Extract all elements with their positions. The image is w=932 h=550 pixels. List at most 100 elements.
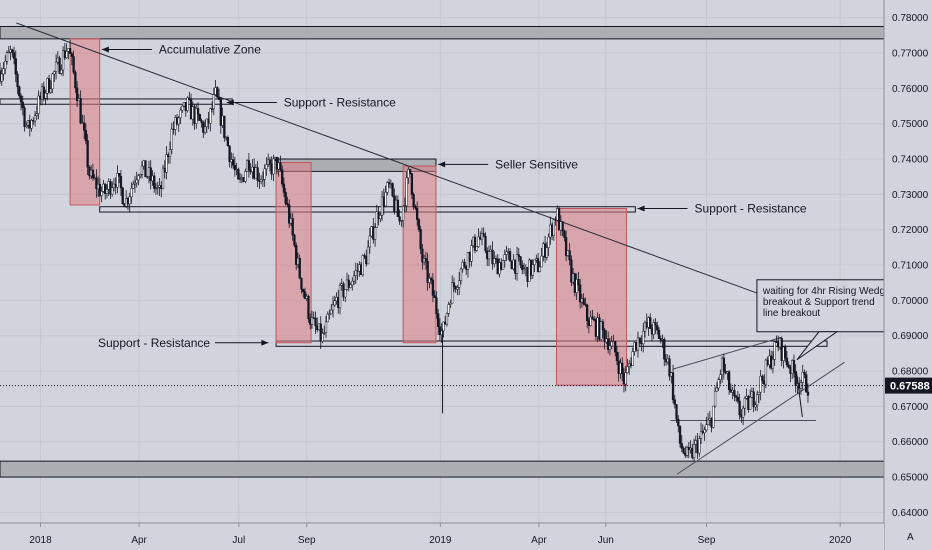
- candle-body: [396, 199, 400, 217]
- candle-body: [671, 372, 675, 401]
- candle-body: [219, 99, 222, 126]
- annotation-arrow-head: [637, 205, 645, 212]
- candle-body: [295, 245, 298, 265]
- candle-body: [698, 438, 701, 454]
- candle-body: [44, 92, 47, 99]
- corner-auto-label[interactable]: A: [907, 532, 914, 543]
- candle-body: [435, 297, 438, 314]
- annotation-label: Support - Resistance: [98, 336, 210, 350]
- candle-body: [130, 188, 133, 198]
- candle-body: [104, 183, 107, 194]
- candle-body: [519, 256, 522, 266]
- candle-body: [53, 71, 56, 75]
- candle-body: [445, 313, 449, 325]
- candle-body: [715, 387, 718, 392]
- candle-body: [330, 309, 333, 315]
- candle-body: [493, 258, 496, 265]
- candle-body: [449, 302, 452, 305]
- annotation-arrow-head: [226, 99, 234, 106]
- candle-body: [561, 221, 564, 232]
- candle-body: [168, 149, 172, 157]
- candle-body: [21, 101, 24, 109]
- candle-body: [771, 359, 775, 369]
- x-tick-label: 2018: [29, 535, 52, 546]
- candle-body: [412, 194, 415, 207]
- x-tick-label: Jun: [598, 535, 614, 546]
- candle-body: [284, 192, 287, 204]
- candle-body: [607, 338, 610, 350]
- candle-body: [209, 108, 212, 124]
- candle-body: [86, 140, 89, 168]
- candle-body: [505, 251, 508, 255]
- candle-body: [787, 364, 790, 368]
- candle-body: [286, 203, 289, 205]
- candle-body: [5, 52, 9, 62]
- candle-body: [414, 206, 417, 209]
- candle-body: [363, 255, 366, 257]
- y-axis: 0.78000 0.77000 0.76000 0.75000 0.74000 0.730…: [883, 0, 932, 550]
- candle-body: [188, 97, 191, 100]
- candle-body: [144, 160, 147, 178]
- candle-body: [458, 280, 461, 288]
- candle-body: [415, 207, 419, 220]
- candle-body: [792, 360, 796, 373]
- candle-body: [398, 216, 401, 222]
- candle-body: [761, 375, 764, 381]
- candle-body: [773, 341, 776, 360]
- candle-body: [0, 73, 3, 82]
- candle-body: [663, 339, 666, 360]
- candle-body: [430, 277, 433, 281]
- zone-rect: [275, 340, 828, 347]
- candle-body: [614, 340, 617, 353]
- candle-body: [2, 68, 5, 75]
- candle-body: [756, 394, 759, 406]
- note-box: [756, 279, 906, 333]
- candle-body: [373, 227, 377, 240]
- candle-body: [149, 167, 152, 182]
- candle-body: [7, 51, 10, 54]
- candle-body: [58, 57, 61, 74]
- y-tick-label: 0.77000: [892, 49, 929, 60]
- candle-body: [25, 125, 28, 127]
- candle-body: [288, 204, 291, 224]
- candle-body: [319, 323, 322, 342]
- candle-body: [713, 390, 717, 407]
- candle-body: [522, 268, 526, 270]
- candle-body: [281, 169, 284, 185]
- candle-body: [146, 176, 149, 178]
- candle-body: [563, 230, 566, 238]
- candle-body: [784, 346, 787, 359]
- candle-body: [179, 109, 182, 119]
- candle-body: [582, 298, 585, 305]
- candle-body: [673, 399, 676, 405]
- candle-body: [538, 266, 541, 272]
- candle-body: [545, 247, 548, 258]
- candle-body: [60, 69, 63, 74]
- candle-body: [568, 250, 571, 261]
- candle-body: [326, 313, 329, 323]
- candle-body: [649, 317, 652, 329]
- candle-body: [302, 289, 305, 293]
- candle-body: [195, 108, 198, 124]
- candle-body: [139, 174, 142, 177]
- candle-body: [536, 258, 540, 272]
- candle-body: [91, 169, 95, 179]
- candle-body: [256, 167, 259, 181]
- candle-body: [19, 95, 23, 103]
- candle-body: [806, 391, 810, 396]
- candle-body: [752, 391, 755, 408]
- candle-body: [626, 366, 629, 373]
- drop-boxes: [69, 38, 628, 386]
- candle-body: [801, 372, 804, 383]
- candle-body: [680, 443, 683, 449]
- candle-body: [421, 248, 424, 263]
- candle-body: [135, 179, 138, 184]
- candle-body: [156, 187, 159, 189]
- candle-body: [384, 191, 387, 207]
- candle-body: [37, 95, 40, 114]
- candle-body: [75, 87, 79, 102]
- candle-body: [727, 371, 731, 390]
- y-tick-label: 0.67000: [892, 402, 929, 413]
